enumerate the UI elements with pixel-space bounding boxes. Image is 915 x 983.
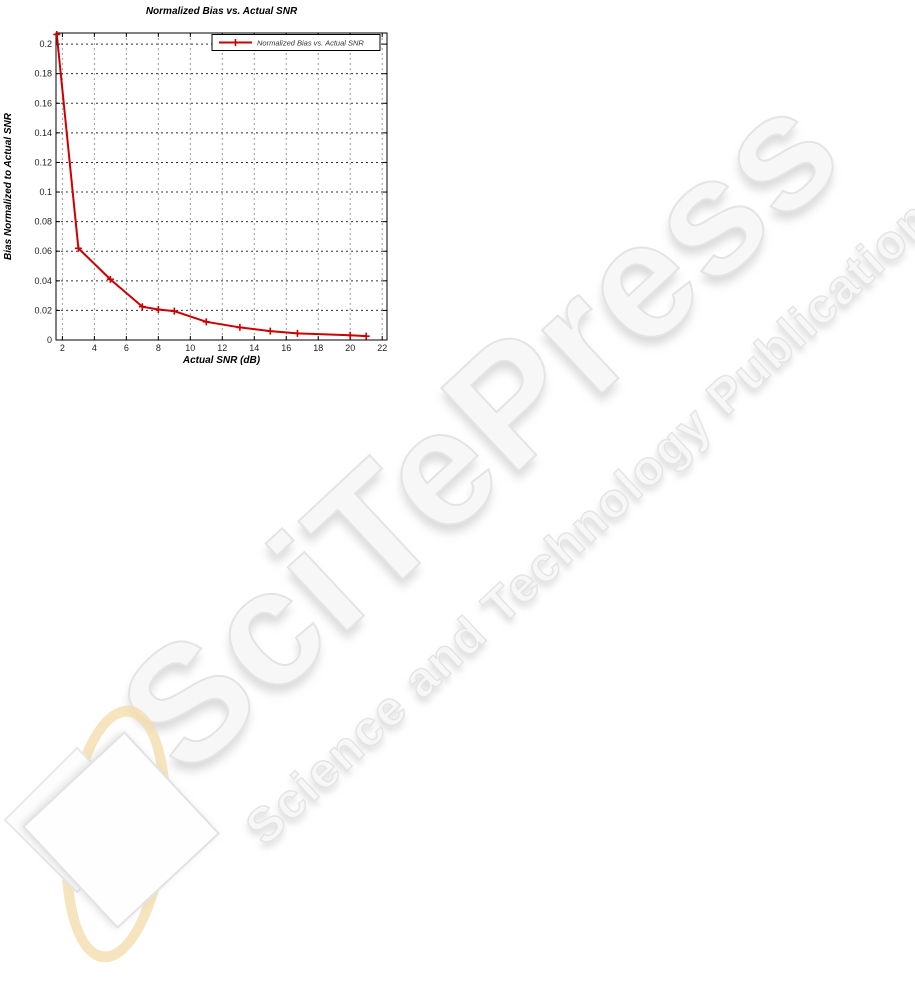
x-tick-label: 2 bbox=[60, 343, 65, 353]
y-tick-label: 0.08 bbox=[34, 217, 52, 227]
scitepress-logo bbox=[0, 690, 270, 983]
plot-border bbox=[55, 32, 388, 341]
series-marker bbox=[202, 318, 210, 326]
y-tick-label: 0.02 bbox=[34, 305, 52, 315]
chart-svg: 2 4 6 8 10 12 14 16 18 20 22 0 0.02 0.04 0.06 0.08 0.1 0.… bbox=[3, 6, 388, 366]
series-marker bbox=[53, 30, 61, 38]
series-marker bbox=[236, 323, 244, 331]
y-axis-label: Bias Normalized to Actual SNR bbox=[3, 112, 14, 260]
x-tick-label: 18 bbox=[313, 343, 323, 353]
y-tick-label: 0.18 bbox=[34, 69, 52, 79]
x-tick-label: 4 bbox=[92, 343, 97, 353]
x-tick-label: 14 bbox=[249, 343, 259, 353]
x-tick-label: 12 bbox=[217, 343, 227, 353]
series-marker bbox=[138, 303, 146, 311]
y-tick-label: 0.2 bbox=[39, 39, 52, 49]
legend-marker-sample bbox=[232, 39, 239, 46]
series-marker bbox=[106, 275, 114, 283]
y-tick-label: 0.06 bbox=[34, 246, 52, 256]
y-tick-label: 0.12 bbox=[34, 157, 52, 167]
x-tick-label: 22 bbox=[377, 343, 387, 353]
legend-label: Normalized Bias vs. Actual SNR bbox=[257, 39, 364, 48]
y-tick-label: 0 bbox=[47, 335, 52, 345]
bias-vs-snr-figure: 2 4 6 8 10 12 14 16 18 20 22 0 0.02 0.04 0.06 0.08 0.1 0.… bbox=[0, 0, 410, 380]
logo-diamond-front bbox=[22, 731, 220, 929]
x-axis-label: Actual SNR (dB) bbox=[182, 355, 261, 366]
series-marker bbox=[170, 307, 178, 315]
series-marker bbox=[346, 331, 354, 339]
series-line bbox=[55, 34, 367, 338]
x-tick-label: 8 bbox=[156, 343, 161, 353]
x-tick-label: 20 bbox=[345, 343, 355, 353]
series-marker bbox=[266, 327, 274, 335]
y-tick-label: 0.16 bbox=[34, 98, 52, 108]
y-tick-label: 0.14 bbox=[34, 128, 52, 138]
x-tick-label: 10 bbox=[185, 343, 195, 353]
y-tick-label: 0.04 bbox=[34, 276, 52, 286]
x-tick-label: 6 bbox=[124, 343, 129, 353]
series-marker bbox=[154, 306, 162, 314]
legend-box bbox=[211, 34, 381, 51]
series-marker bbox=[293, 329, 301, 337]
series-marker bbox=[74, 244, 82, 252]
y-tick-label: 0.1 bbox=[39, 187, 52, 197]
chart-title: Normalized Bias vs. Actual SNR bbox=[146, 6, 298, 17]
x-tick-label: 16 bbox=[281, 343, 291, 353]
series-marker bbox=[362, 332, 370, 340]
